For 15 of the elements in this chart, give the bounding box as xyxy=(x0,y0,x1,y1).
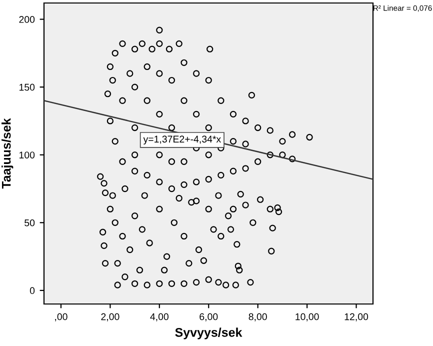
y-tick-label: 0 xyxy=(30,287,35,294)
x-tick-label: 12,00 xyxy=(344,313,368,322)
x-tick-label: 4,00 xyxy=(150,313,168,322)
x-tick-label: 8,00 xyxy=(248,313,267,322)
x-tick-label: 6,00 xyxy=(200,313,218,322)
x-tick-label: ,00 xyxy=(55,313,68,322)
y-tick-label: 50 xyxy=(24,219,35,226)
y-tick-label: 200 xyxy=(19,16,35,23)
x-tick-label: 2,00 xyxy=(101,313,120,322)
y-tick-label: 150 xyxy=(19,84,35,91)
y-tick-label: 100 xyxy=(19,152,35,158)
annotation: y=1,37E2+-4,34*x xyxy=(143,136,221,144)
y-axis-title: Taajuus/sek xyxy=(2,118,14,189)
x-tick-label: 10,00 xyxy=(296,313,319,322)
x-axis-title: Syvyys/sek xyxy=(175,328,242,340)
